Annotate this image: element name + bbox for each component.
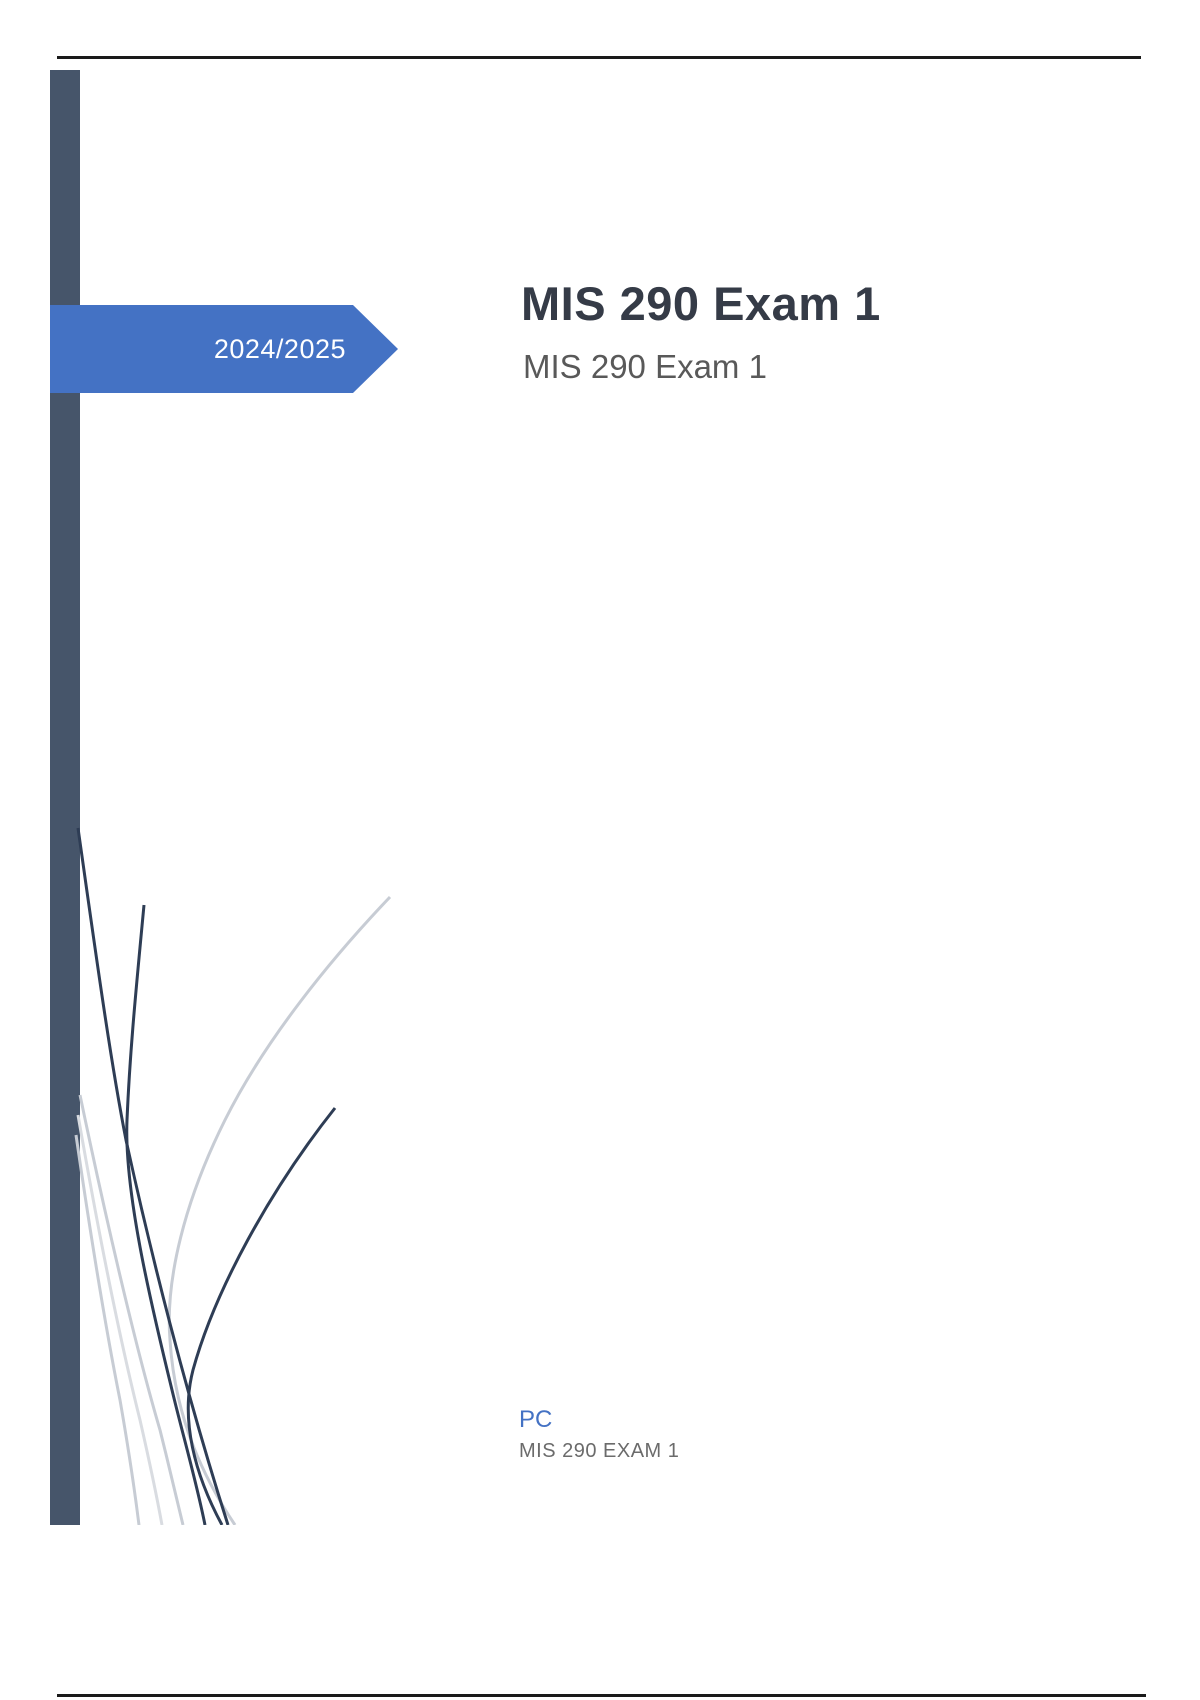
document-title: MIS 290 Exam 1 (521, 277, 881, 330)
footer-document-label: MIS 290 EXAM 1 (519, 1440, 680, 1462)
bottom-border-line (57, 1694, 1146, 1697)
footer-author-initials: PC (519, 1406, 553, 1433)
document-subtitle: MIS 290 Exam 1 (523, 348, 767, 385)
year-banner-ribbon: 2024/2025 (50, 305, 398, 393)
top-border-line (57, 56, 1141, 59)
year-banner-label: 2024/2025 (213, 334, 346, 364)
decorative-swoosh-graphic (74, 827, 392, 1525)
